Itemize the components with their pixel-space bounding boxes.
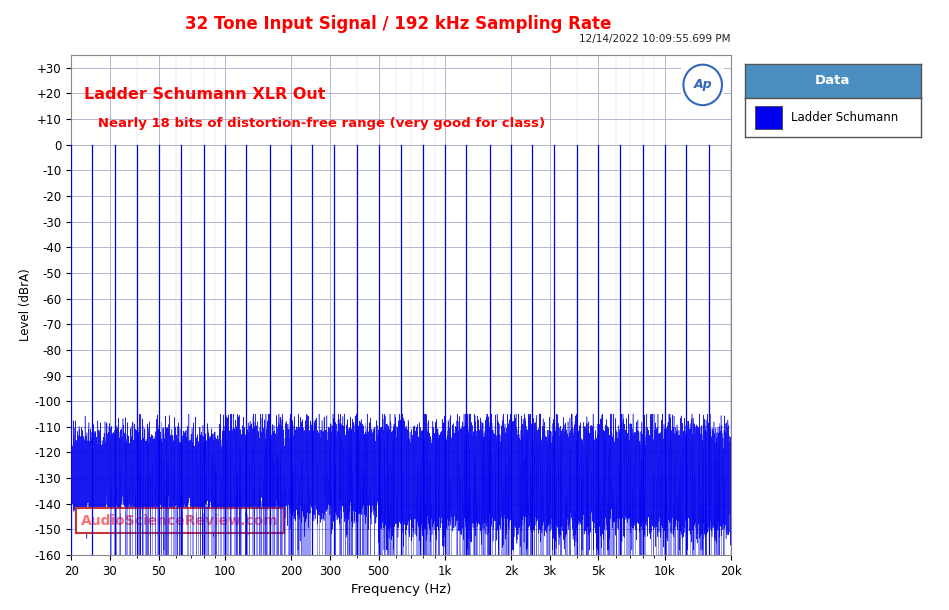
Bar <box>755 106 782 129</box>
Text: Nearly 18 bits of distortion-free range (very good for class): Nearly 18 bits of distortion-free range … <box>84 118 546 131</box>
X-axis label: Frequency (Hz): Frequency (Hz) <box>351 583 451 597</box>
Text: 12/14/2022 10:09:55.699 PM: 12/14/2022 10:09:55.699 PM <box>579 34 731 43</box>
Y-axis label: Level (dBrA): Level (dBrA) <box>19 268 32 342</box>
Text: Ladder Schumann XLR Out: Ladder Schumann XLR Out <box>84 87 326 102</box>
Text: Ladder Schumann: Ladder Schumann <box>791 111 898 124</box>
Text: Data: Data <box>815 74 850 87</box>
Text: 32 Tone Input Signal / 192 kHz Sampling Rate: 32 Tone Input Signal / 192 kHz Sampling … <box>185 15 612 34</box>
Text: AudioScienceReview.com: AudioScienceReview.com <box>81 514 279 528</box>
